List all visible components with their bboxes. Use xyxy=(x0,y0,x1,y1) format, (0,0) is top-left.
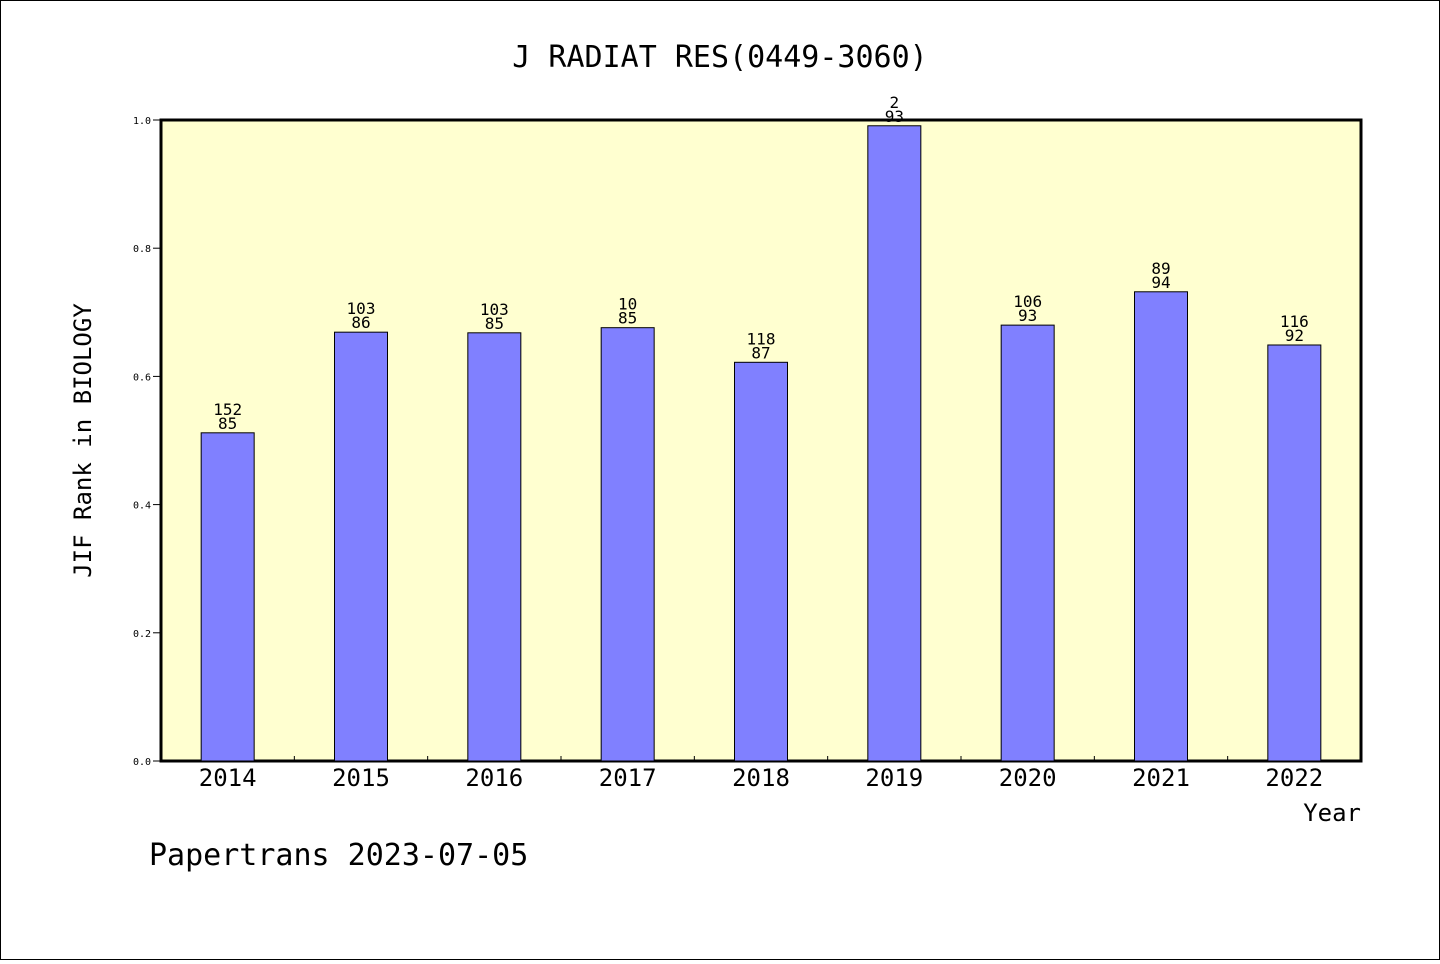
bar-label-bottom-2020: 93 xyxy=(1018,306,1037,325)
x-tick-label-2018: 2018 xyxy=(732,764,790,792)
bar-label-bottom-2021: 94 xyxy=(1151,273,1170,292)
y-tick-label: 0.6 xyxy=(133,372,151,383)
x-axis: 2014 2015 2016 2017 2018 2019 2020 2021 2022 xyxy=(199,756,1323,792)
bars-group xyxy=(200,125,1322,762)
footer-text: Papertrans 2023-07-05 xyxy=(149,838,528,873)
bar-label-top-2020: 106 xyxy=(1013,292,1042,311)
bar-2014 xyxy=(200,432,255,762)
bar-2017 xyxy=(600,327,655,762)
x-tick-label-2017: 2017 xyxy=(599,764,657,792)
y-tick-label: 0.8 xyxy=(133,244,151,255)
bar-label-bottom-2019: 93 xyxy=(885,107,904,126)
x-tick-label-2022: 2022 xyxy=(1265,764,1323,792)
bar-label-top-2019: 2 xyxy=(890,93,900,112)
x-axis-title: Year xyxy=(1303,799,1361,827)
chart-title: J RADIAT RES(0449-3060) xyxy=(512,40,927,75)
bar-label-top-2015: 103 xyxy=(347,299,376,318)
x-tick-label-2014: 2014 xyxy=(199,764,257,792)
x-tick-label-2020: 2020 xyxy=(999,764,1057,792)
y-axis: 0.0 0.2 0.4 0.6 0.8 1.0 xyxy=(133,116,161,768)
x-tick-label-2015: 2015 xyxy=(332,764,390,792)
y-axis-title: JIF Rank in BIOLOGY xyxy=(69,303,97,578)
bar-2021 xyxy=(1134,291,1188,762)
x-tick-label-2019: 2019 xyxy=(865,764,923,792)
bar-2015 xyxy=(334,331,388,762)
bar-label-bottom-2017: 85 xyxy=(618,309,637,328)
x-tick-label-2021: 2021 xyxy=(1132,764,1190,792)
bar-2020 xyxy=(1000,324,1055,762)
bar-label-bottom-2014: 85 xyxy=(218,414,237,433)
data-labels-group: 1528510386103851085118872931069389941169… xyxy=(213,93,1309,433)
bar-2019 xyxy=(867,125,922,762)
bar-label-top-2017: 10 xyxy=(618,295,637,314)
bar-label-top-2021: 89 xyxy=(1151,259,1170,278)
bar-label-top-2022: 116 xyxy=(1280,312,1309,331)
y-tick-label: 1.0 xyxy=(133,116,151,127)
y-tick-label: 0.2 xyxy=(133,629,151,640)
bar-label-bottom-2015: 86 xyxy=(351,313,370,332)
bar-2016 xyxy=(467,332,522,762)
bar-label-top-2014: 152 xyxy=(213,400,242,419)
bar-label-bottom-2016: 85 xyxy=(485,314,504,333)
bar-2022 xyxy=(1267,344,1322,762)
bar-label-bottom-2022: 92 xyxy=(1285,326,1304,345)
x-tick-label-2016: 2016 xyxy=(465,764,523,792)
y-tick-label: 0.4 xyxy=(133,501,151,512)
bar-label-bottom-2018: 87 xyxy=(751,343,770,362)
y-tick-label: 0.0 xyxy=(133,757,151,768)
bar-label-top-2018: 118 xyxy=(747,329,776,348)
bar-label-top-2016: 103 xyxy=(480,300,509,319)
bar-2018 xyxy=(734,361,788,762)
